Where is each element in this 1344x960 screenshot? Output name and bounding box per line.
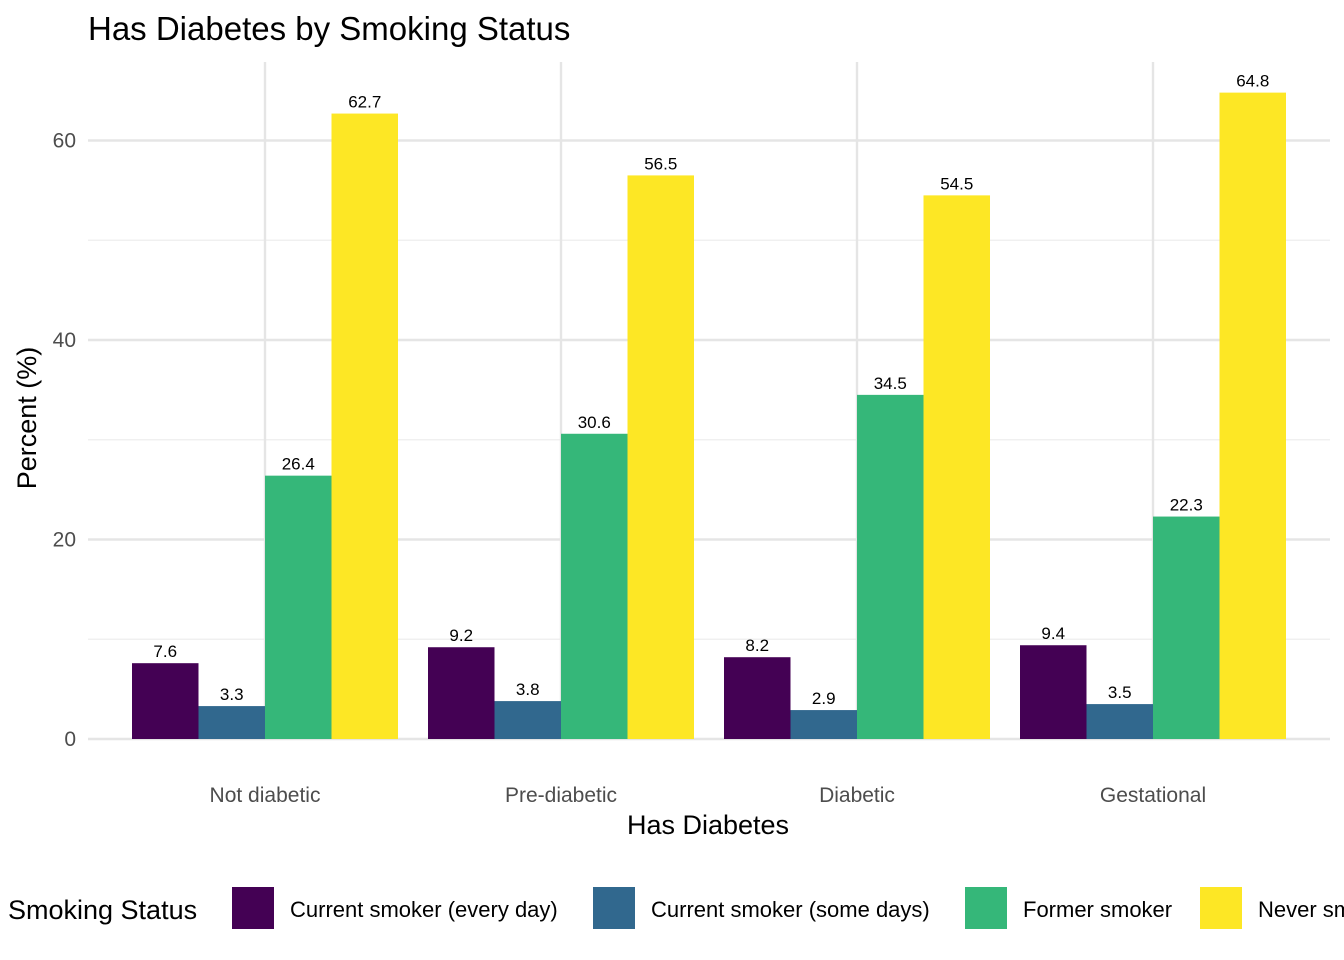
legend-label: Current smoker (every day) (290, 897, 558, 922)
bar (331, 113, 398, 739)
data-label: 3.8 (516, 680, 540, 699)
data-label: 9.2 (449, 626, 473, 645)
data-label: 54.5 (940, 174, 973, 193)
bar (265, 475, 332, 739)
x-tick-label: Pre-diabetic (505, 784, 617, 807)
legend-items: Current smoker (every day) Current smoker… (232, 887, 1344, 929)
bar (790, 710, 857, 739)
y-axis-title: Percent (%) (12, 347, 42, 490)
data-label: 56.5 (644, 154, 677, 173)
chart-title: Has Diabetes by Smoking Status (88, 10, 570, 47)
bar (1153, 516, 1220, 739)
bar (561, 433, 628, 739)
y-tick-label: 0 (64, 728, 76, 751)
legend-swatch (232, 887, 274, 929)
legend-title: Smoking Status (8, 895, 197, 925)
x-tick-label: Not diabetic (210, 784, 321, 807)
bars (132, 92, 1286, 740)
bar (198, 706, 265, 739)
legend: Smoking Status Current smoker (every day… (8, 887, 1344, 929)
legend-label: Former smoker (1023, 897, 1172, 922)
data-label: 9.4 (1041, 624, 1065, 643)
data-label: 22.3 (1170, 496, 1203, 515)
data-label: 3.5 (1108, 683, 1132, 702)
bar (1020, 645, 1087, 739)
legend-swatch (593, 887, 635, 929)
data-label: 3.3 (220, 685, 244, 704)
x-tick-label: Diabetic (819, 784, 895, 807)
x-axis-ticks: Not diabetic Pre-diabetic Diabetic Gestatio… (210, 784, 1207, 807)
bar (132, 663, 199, 739)
data-label: 64.8 (1236, 72, 1269, 91)
data-label: 30.6 (578, 413, 611, 432)
data-label: 34.5 (874, 374, 907, 393)
bar (428, 647, 495, 739)
legend-swatch (1200, 887, 1242, 929)
bar (627, 175, 694, 740)
bar (923, 195, 990, 740)
data-label: 7.6 (153, 642, 177, 661)
data-label: 26.4 (282, 455, 315, 474)
data-label: 2.9 (812, 689, 836, 708)
legend-swatch (965, 887, 1007, 929)
x-tick-label: Gestational (1100, 784, 1206, 807)
y-tick-label: 60 (53, 130, 76, 153)
bar (1086, 704, 1153, 739)
bar (724, 657, 791, 739)
y-tick-label: 20 (53, 529, 76, 552)
bar (494, 701, 561, 739)
y-tick-label: 40 (53, 329, 76, 352)
bar (1219, 92, 1286, 740)
data-labels: 7.6 3.3 26.4 62.7 9.2 3.8 30.6 56.5 8.2 2.9 34.5 54… (153, 72, 1269, 708)
y-axis-ticks: 0 20 40 60 (53, 130, 76, 752)
data-label: 8.2 (745, 636, 769, 655)
legend-label: Never smoker (1258, 897, 1344, 922)
x-axis-title: Has Diabetes (627, 810, 789, 840)
data-label: 62.7 (348, 93, 381, 112)
legend-label: Current smoker (some days) (651, 897, 930, 922)
bar (857, 394, 924, 739)
